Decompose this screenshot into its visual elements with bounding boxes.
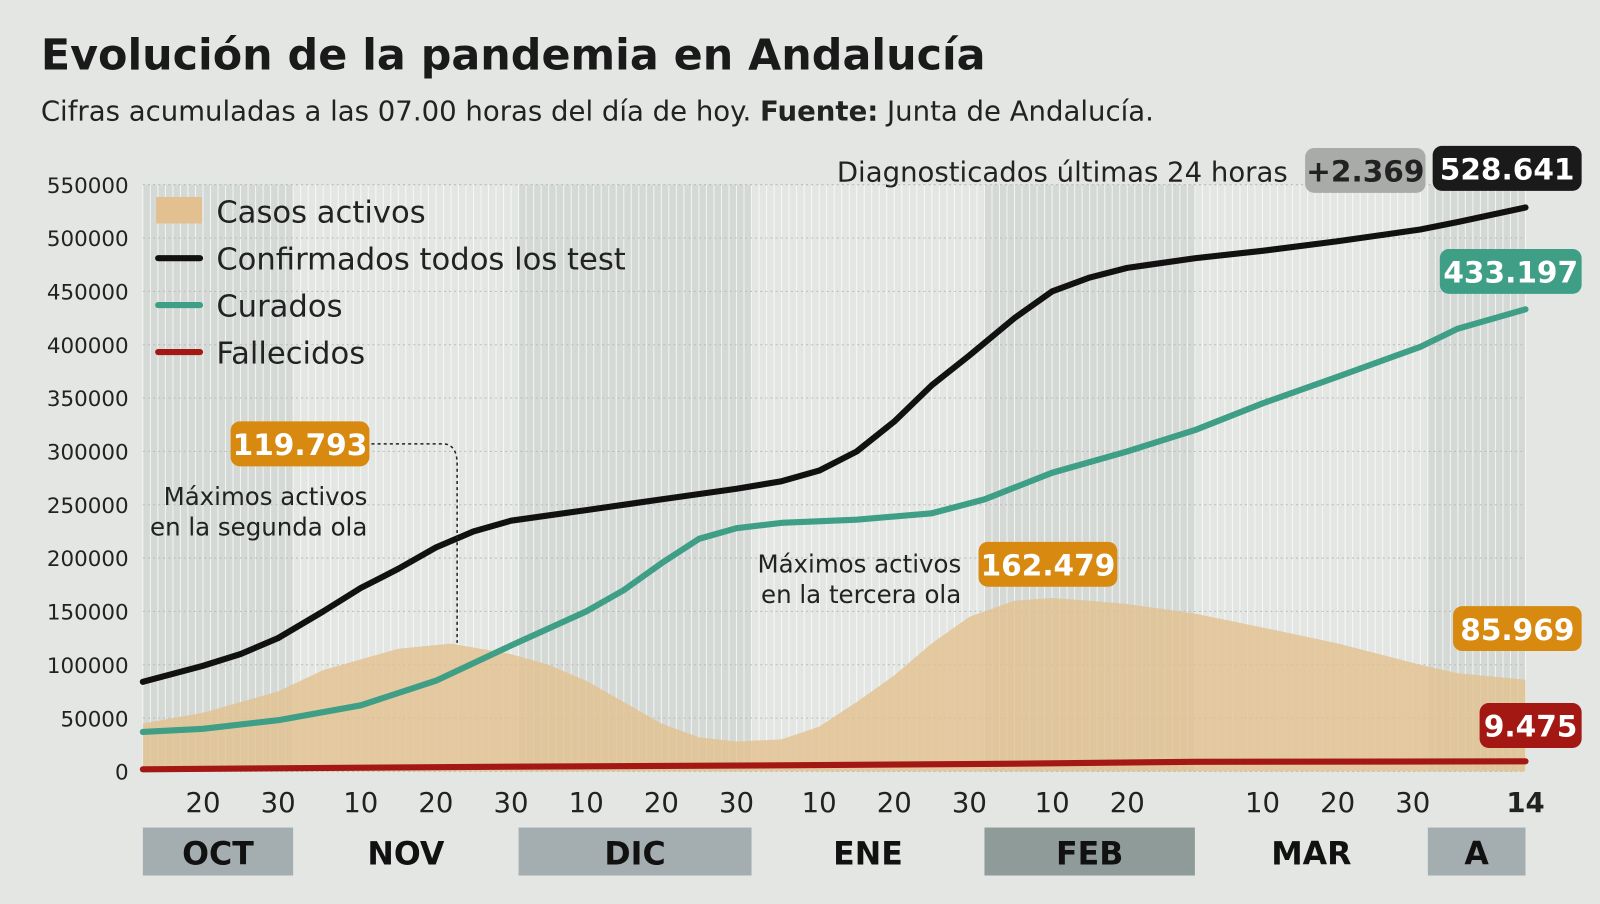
month-box <box>142 827 294 876</box>
x-tick-label: 10 <box>1245 787 1280 819</box>
activos-total-value: 85.969 <box>1460 613 1574 647</box>
x-tick-label: 20 <box>418 787 453 819</box>
x-tick-label: 30 <box>1395 787 1430 819</box>
delta-badge <box>1305 147 1426 193</box>
max2-caption: Máximos activos <box>164 482 368 511</box>
month-label-dic: DIC <box>604 836 665 872</box>
y-tick-label: 550000 <box>47 174 129 199</box>
x-tick-label: 30 <box>952 787 987 819</box>
month-label-oct: OCT <box>182 836 254 872</box>
line-curados <box>139 306 1529 735</box>
x-tick-label: 20 <box>877 787 912 819</box>
page-title: Evolución de la pandemia en Andalucía <box>41 30 986 80</box>
max3-value: 162.479 <box>981 549 1116 583</box>
max2-caption: en la segunda ola <box>150 513 367 542</box>
delta-value: +2.369 <box>1306 155 1424 189</box>
fallecidos-total-badge <box>1479 703 1582 748</box>
month-label-nov: NOV <box>367 836 445 872</box>
legend-swatch-area <box>156 196 203 224</box>
y-tick-label: 450000 <box>47 281 129 306</box>
x-tick-label: 20 <box>644 787 679 819</box>
subtitle: Cifras acumuladas a las 07.00 horas del … <box>41 95 1154 127</box>
month-label-feb: FEB <box>1056 836 1123 872</box>
legend-label: Fallecidos <box>216 336 365 371</box>
x-tick-label: 14 <box>1506 787 1544 819</box>
leader-line <box>371 443 458 643</box>
max2-value: 119.793 <box>233 428 368 462</box>
x-tick-label: 10 <box>343 787 378 819</box>
diagnosed-label: Diagnosticados últimas 24 horas <box>837 157 1288 189</box>
y-tick-label: 100000 <box>47 654 129 679</box>
area-casos-activos <box>142 598 1526 772</box>
month-box <box>518 827 752 876</box>
line-fallecidos <box>139 758 1529 773</box>
x-tick-label: 20 <box>185 787 220 819</box>
month-box <box>1427 827 1526 876</box>
max2-badge <box>230 421 370 467</box>
y-tick-label: 350000 <box>47 387 129 412</box>
fallecidos-total-value: 9.475 <box>1484 710 1578 744</box>
y-tick-label: 400000 <box>47 334 129 359</box>
x-tick-label: 30 <box>494 787 529 819</box>
x-tick-label: 20 <box>1110 787 1145 819</box>
curados-total-value: 433.197 <box>1443 256 1578 290</box>
legend: Casos activos Confirmados todos los test C… <box>155 195 626 371</box>
y-tick-label: 50000 <box>60 707 128 732</box>
month-label-ene: ENE <box>833 836 903 872</box>
line-confirmados-todos-los-test <box>139 204 1529 685</box>
x-tick-label: 10 <box>1035 787 1070 819</box>
x-tick-label: 30 <box>719 787 754 819</box>
y-tick-label: 200000 <box>47 547 129 572</box>
max3-caption: en la tercera ola <box>761 580 961 609</box>
legend-label: Confirmados todos los test <box>216 242 626 277</box>
month-box <box>984 827 1195 876</box>
y-tick-label: 0 <box>115 761 129 786</box>
activos-total-badge <box>1453 606 1582 652</box>
max3-caption: Máximos activos <box>757 549 961 578</box>
confirmados-total-badge <box>1432 145 1582 191</box>
y-tick-label: 150000 <box>47 601 129 626</box>
x-tick-label: 20 <box>1320 787 1355 819</box>
max3-badge <box>978 541 1118 587</box>
confirmados-total-value: 528.641 <box>1440 153 1575 187</box>
y-tick-label: 300000 <box>47 441 129 466</box>
month-label-mar: MAR <box>1271 836 1351 872</box>
month-label-a: A <box>1464 836 1489 872</box>
x-tick-label: 10 <box>569 787 604 819</box>
x-tick-label: 10 <box>802 787 837 819</box>
y-tick-label: 250000 <box>47 494 129 519</box>
y-tick-label: 500000 <box>47 227 129 252</box>
x-tick-label: 30 <box>261 787 296 819</box>
legend-label: Curados <box>216 289 342 324</box>
curados-total-badge <box>1439 248 1582 294</box>
legend-label: Casos activos <box>216 195 425 230</box>
